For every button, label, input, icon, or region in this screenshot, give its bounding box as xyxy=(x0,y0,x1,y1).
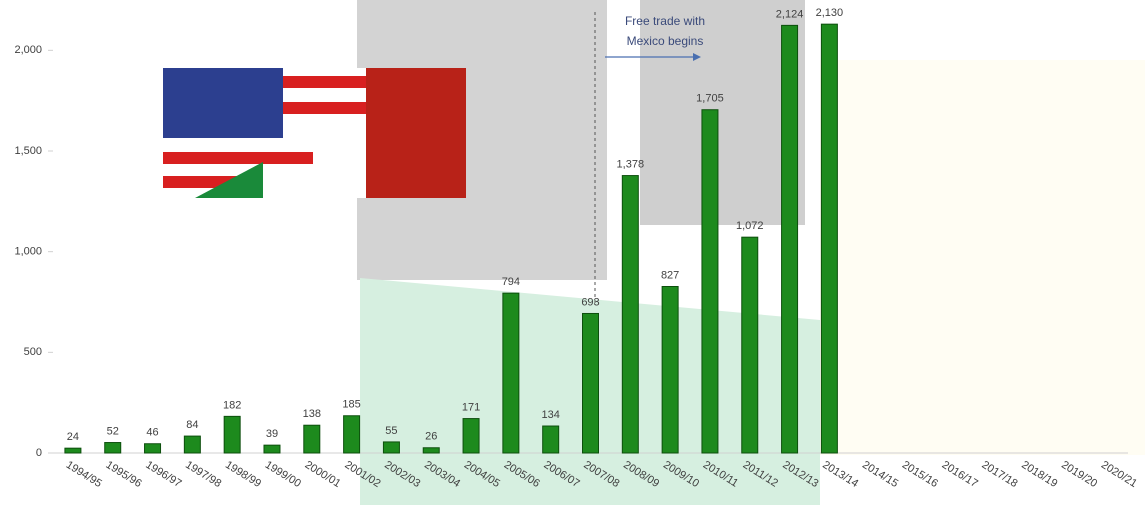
x-tick-label: 2016/17 xyxy=(940,459,980,490)
data-label: 182 xyxy=(223,399,241,411)
data-label: 46 xyxy=(146,427,158,439)
bar xyxy=(65,448,81,453)
bar xyxy=(304,425,320,453)
x-tick-label: 2020/21 xyxy=(1099,459,1139,490)
x-tick-label: 1998/99 xyxy=(223,459,263,490)
bar xyxy=(821,24,837,453)
y-tick-label: 500 xyxy=(24,346,42,358)
x-tick-label: 2017/18 xyxy=(980,459,1020,490)
x-tick-label: 1996/97 xyxy=(143,459,183,490)
x-tick-label: 1995/96 xyxy=(104,459,144,490)
x-tick-label: 2014/15 xyxy=(860,459,900,490)
data-label: 1,072 xyxy=(736,220,764,232)
data-label: 52 xyxy=(107,425,119,437)
bar xyxy=(503,293,519,453)
x-tick-label: 2018/19 xyxy=(1019,459,1059,490)
x-tick-label: 1994/95 xyxy=(64,459,104,490)
x-tick-label: 2019/20 xyxy=(1059,459,1099,490)
data-label: 138 xyxy=(303,408,321,420)
bar xyxy=(105,443,121,453)
data-label: 2,124 xyxy=(776,8,804,20)
flag-red xyxy=(366,68,466,198)
x-tick-label: 2013/14 xyxy=(820,459,860,490)
bar xyxy=(782,25,798,453)
watermark-block xyxy=(820,60,1145,455)
bar xyxy=(622,176,638,453)
bar xyxy=(264,445,280,453)
data-label: 26 xyxy=(425,431,437,443)
page: Free trade with Mexico begins 0 500 1,000 1… xyxy=(0,0,1145,505)
data-label: 39 xyxy=(266,428,278,440)
x-tick-label: 2015/16 xyxy=(900,459,940,490)
flag-stripe xyxy=(163,152,313,164)
bar xyxy=(184,436,200,453)
data-label: 794 xyxy=(502,276,520,288)
bar xyxy=(742,237,758,453)
data-label: 2,130 xyxy=(816,7,844,19)
bar xyxy=(702,110,718,453)
bar xyxy=(145,444,161,453)
data-label: 1,378 xyxy=(617,158,645,170)
x-tick-label: 1997/98 xyxy=(183,459,223,490)
y-tick-label: 0 xyxy=(36,447,42,459)
chart: Free trade with Mexico begins 0 500 1,000 1… xyxy=(0,0,1145,505)
bar xyxy=(224,416,240,453)
bar xyxy=(344,416,360,453)
data-label: 171 xyxy=(462,401,480,413)
y-tick-label: 1,000 xyxy=(14,246,42,258)
data-label: 134 xyxy=(542,409,560,421)
bar xyxy=(662,286,678,453)
y-tick-label: 2,000 xyxy=(14,44,42,56)
data-label: 84 xyxy=(186,419,198,431)
bar xyxy=(543,426,559,453)
x-tick-label: 1999/00 xyxy=(263,459,303,490)
x-tick-label: 2000/01 xyxy=(303,459,343,490)
bar xyxy=(383,442,399,453)
bar xyxy=(423,448,439,453)
bar xyxy=(583,313,599,453)
annotation: Mexico begins xyxy=(627,34,704,48)
y-tick-label: 1,500 xyxy=(14,145,42,157)
data-label: 1,705 xyxy=(696,93,724,105)
data-label: 185 xyxy=(342,399,360,411)
annotation: Free trade with xyxy=(625,14,705,28)
data-label: 693 xyxy=(581,296,599,308)
flag-canton xyxy=(163,68,283,138)
data-label: 24 xyxy=(67,431,79,443)
data-label: 827 xyxy=(661,269,679,281)
data-label: 55 xyxy=(385,425,397,437)
bar xyxy=(463,419,479,453)
